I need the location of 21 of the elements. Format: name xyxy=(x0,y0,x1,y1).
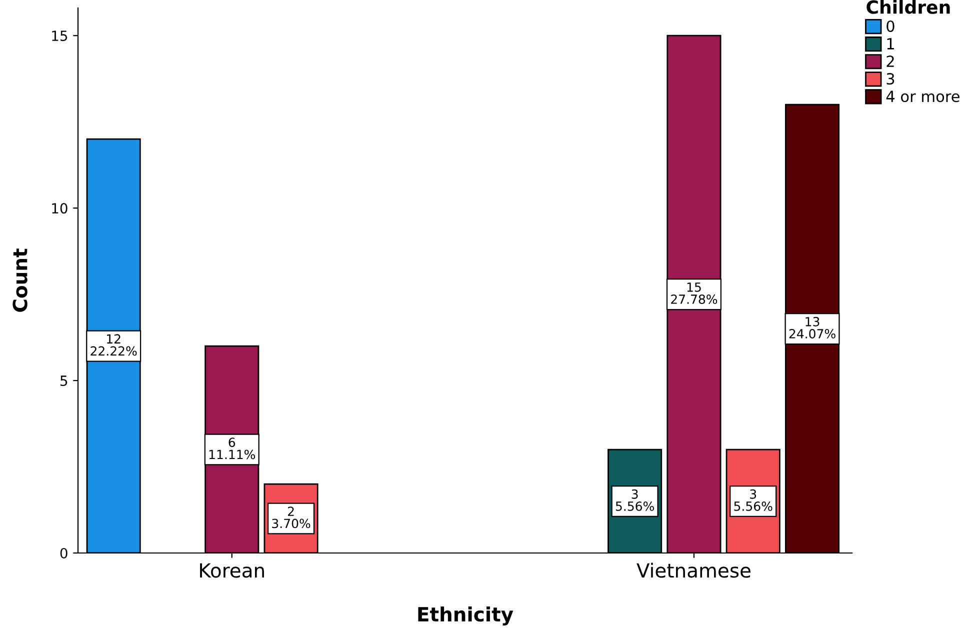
x-axis-title: Ethnicity xyxy=(418,606,514,626)
legend-label: 4 or more xyxy=(886,90,960,102)
legend-title: Children xyxy=(866,0,950,14)
legend-label: 1 xyxy=(887,38,894,50)
y-tick-label: 10 xyxy=(52,203,68,214)
legend-label: 0 xyxy=(886,20,894,32)
legend-label: 3 xyxy=(886,73,894,85)
data-label: 15 27.78% xyxy=(671,282,718,304)
data-label: 6 11.11% xyxy=(209,438,256,460)
y-axis-title: Count xyxy=(12,248,28,312)
data-label: 12 22.22% xyxy=(90,334,137,356)
x-tick-label: Korean xyxy=(200,563,264,578)
data-label: 13 24.07% xyxy=(789,316,836,338)
data-label: 3 5.56% xyxy=(734,489,772,511)
data-label: 3 5.56% xyxy=(616,489,654,511)
x-tick-label: Vietnamese xyxy=(636,562,750,578)
y-tick-label: 0 xyxy=(60,548,68,558)
data-label: 2 3.70% xyxy=(272,506,310,528)
y-tick-label: 15 xyxy=(52,30,68,42)
legend-label: 2 xyxy=(886,56,894,67)
y-tick-label: 5 xyxy=(60,376,68,386)
